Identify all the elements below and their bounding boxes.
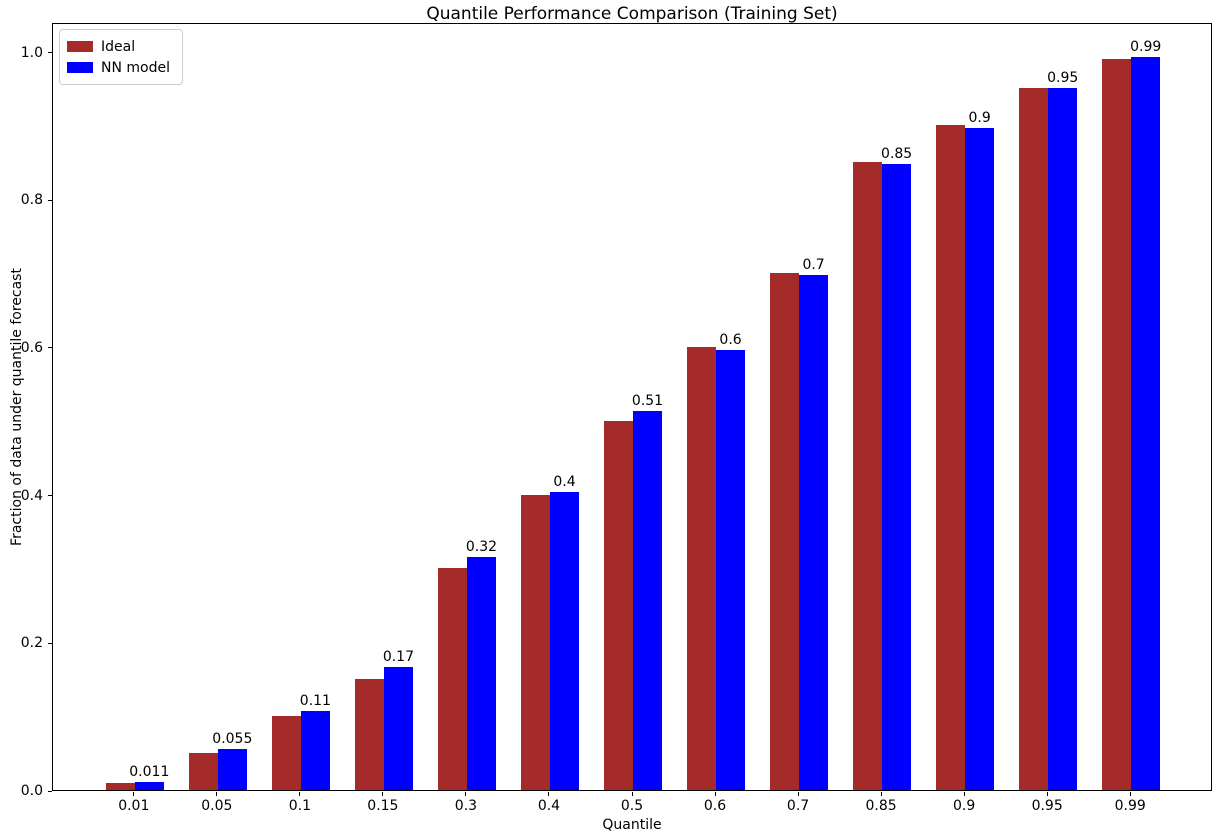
bar-nn-model	[716, 349, 746, 790]
bar-value-label: 0.95	[1047, 69, 1079, 86]
bar-ideal	[1102, 58, 1132, 790]
y-axis-label-text: Fraction of data under quantile forecast	[9, 268, 25, 546]
bar-nn-model	[882, 163, 912, 790]
bar-value-label: 0.11	[299, 693, 331, 709]
x-tick-mark	[382, 792, 384, 796]
x-tick-mark	[631, 792, 633, 796]
x-tick-label: 0.4	[537, 798, 561, 814]
legend-item-ideal: Ideal	[67, 36, 170, 57]
bar-value-label: 0.7	[802, 257, 825, 274]
bar-ideal	[1019, 88, 1049, 790]
bar-ideal	[936, 125, 966, 790]
x-tick-mark	[299, 792, 301, 796]
x-tick-label: 0.01	[118, 798, 150, 814]
bar-value-label: 0.99	[1130, 39, 1162, 56]
bar-value-label: 0.9	[968, 109, 991, 126]
chart-title: Quantile Performance Comparison (Trainin…	[426, 4, 838, 24]
x-tick-mark	[714, 792, 716, 796]
x-tick-label: 0.1	[288, 798, 311, 814]
y-tick-label: 0.8	[20, 192, 43, 209]
bar-value-label: 0.32	[465, 539, 498, 556]
legend-swatch-ideal	[67, 41, 93, 52]
x-tick-label: 0.7	[786, 798, 810, 814]
bar-value-label: 0.51	[631, 393, 664, 410]
y-tick-label: 0.6	[20, 339, 43, 356]
bar-nn-model	[383, 667, 413, 790]
bar-value-label: 0.17	[382, 649, 414, 666]
y-tick-mark	[48, 199, 52, 201]
bar-value-label: 0.055	[212, 731, 253, 748]
legend-swatch-nn-model	[67, 62, 93, 73]
x-tick-mark	[133, 792, 135, 796]
bar-nn-model	[965, 127, 995, 790]
y-tick-mark	[48, 347, 52, 349]
legend-item-nn-model: NN model	[67, 57, 170, 78]
x-tick-mark	[1129, 792, 1131, 796]
bar-ideal	[105, 782, 135, 790]
plot-area: Ideal NN model 0.011 0.055 0.11 0.17 0.32 0.4…	[52, 23, 1212, 791]
bar-ideal	[686, 346, 717, 790]
y-tick-label: 0.0	[20, 783, 43, 799]
bar-ideal	[520, 494, 550, 790]
bar-ideal	[188, 753, 218, 790]
bar-ideal	[354, 679, 384, 790]
bar-nn-model	[466, 557, 496, 790]
x-tick-label: 0.85	[865, 798, 897, 814]
bar-nn-model	[217, 749, 247, 790]
x-tick-mark	[1046, 792, 1048, 796]
x-tick-label: 0.9	[952, 798, 976, 814]
y-tick-label: 1.0	[20, 44, 43, 61]
x-tick-label: 0.3	[454, 798, 478, 814]
x-tick-mark	[216, 792, 218, 796]
x-tick-label: 0.05	[201, 798, 233, 814]
y-tick-mark	[48, 790, 52, 792]
y-tick-label: 0.2	[20, 635, 43, 652]
x-axis-label: Quantile	[602, 817, 662, 833]
x-tick-label: 0.99	[1114, 798, 1146, 814]
bar-ideal	[271, 716, 301, 790]
x-tick-mark	[465, 792, 467, 796]
bar-nn-model	[1048, 87, 1078, 790]
legend: Ideal NN model	[59, 29, 183, 85]
x-tick-mark	[797, 792, 799, 796]
y-tick-mark	[48, 642, 52, 644]
bar-nn-model	[1131, 57, 1161, 790]
y-tick-mark	[48, 495, 52, 497]
bar-ideal	[603, 420, 633, 790]
bar-nn-model	[300, 711, 330, 790]
x-tick-label: 0.6	[703, 798, 727, 814]
x-tick-label: 0.5	[620, 798, 644, 814]
x-tick-label: 0.95	[1031, 798, 1063, 814]
bar-ideal	[853, 162, 883, 790]
x-tick-label: 0.15	[367, 798, 399, 814]
x-tick-mark	[880, 792, 882, 796]
bar-ideal	[770, 273, 800, 790]
bar-nn-model	[799, 275, 829, 790]
y-tick-mark	[48, 52, 52, 54]
legend-label-nn-model: NN model	[101, 59, 170, 76]
legend-label-ideal: Ideal	[101, 38, 136, 55]
bar-ideal	[437, 568, 467, 790]
bar-nn-model	[633, 411, 663, 790]
x-tick-mark	[548, 792, 550, 796]
bar-value-label: 0.6	[719, 331, 742, 348]
bar-nn-model	[549, 491, 579, 790]
bar-value-label: 0.4	[553, 473, 576, 490]
y-tick-label: 0.4	[20, 487, 43, 504]
bar-value-label: 0.011	[129, 763, 170, 780]
bar-nn-model	[134, 781, 164, 790]
bar-value-label: 0.85	[881, 145, 913, 162]
x-tick-mark	[963, 792, 965, 796]
